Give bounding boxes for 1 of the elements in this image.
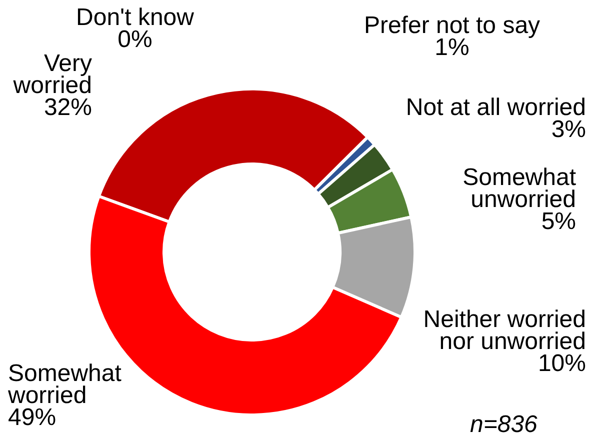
text: n=836 bbox=[470, 411, 538, 438]
